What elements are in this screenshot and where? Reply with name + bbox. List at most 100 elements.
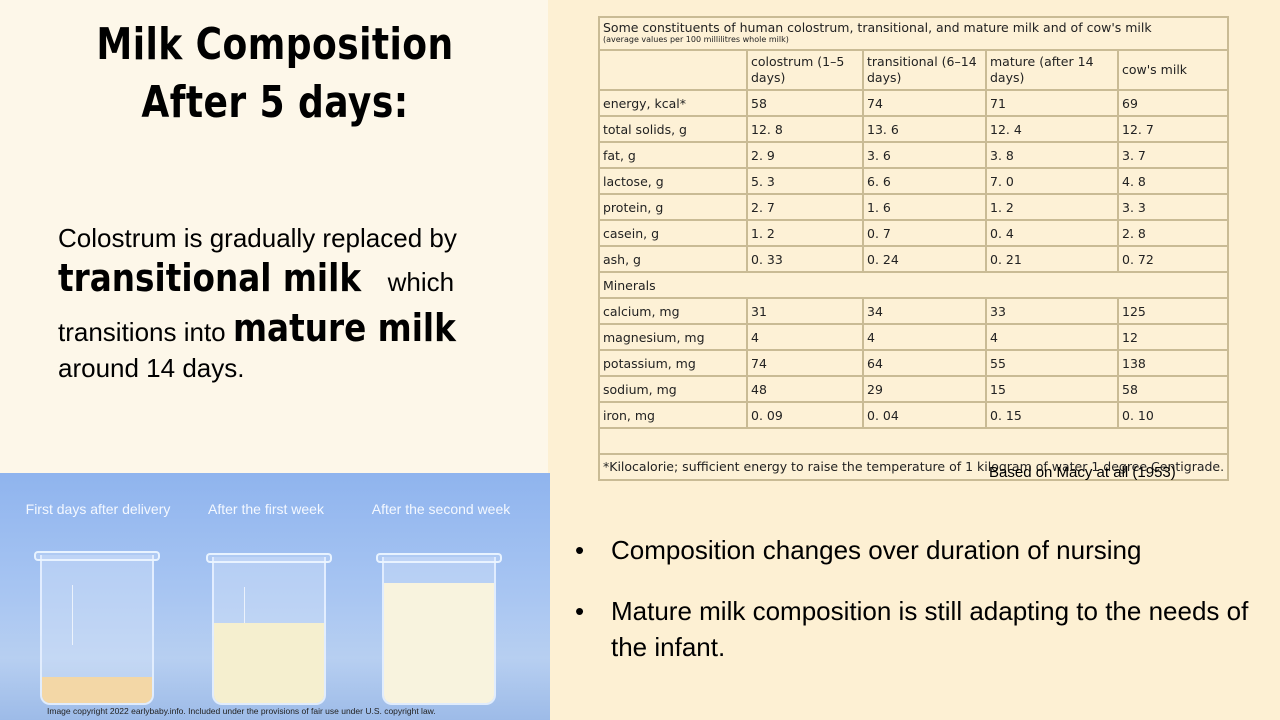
beaker-rim — [34, 551, 160, 561]
table-cell: 4 — [746, 323, 864, 351]
table-cell: 58 — [1116, 375, 1230, 403]
table-cell: 58 — [746, 89, 864, 117]
table-cell: 2. 9 — [746, 141, 864, 169]
beaker-mature — [376, 553, 502, 705]
beaker-rim — [206, 553, 332, 563]
caption-first-days: First days after delivery — [25, 501, 171, 517]
table-cell: 29 — [862, 375, 987, 403]
table-cell: 0. 72 — [1116, 245, 1230, 273]
table-source: Based on Macy at all (1953) — [989, 464, 1176, 481]
row-label: ash, g — [598, 245, 748, 273]
bullet-dot-icon: • — [575, 596, 585, 626]
table-cell: 0. 4 — [985, 219, 1119, 247]
table-cell: 0. 04 — [862, 401, 987, 429]
row-label: total solids, g — [598, 115, 748, 143]
body-part-4: around 14 days. — [58, 353, 245, 383]
table-cell: 74 — [862, 89, 987, 117]
column-header: cow's milk — [1116, 49, 1230, 91]
table-cell: 2. 7 — [746, 193, 864, 221]
row-label: fat, g — [598, 141, 748, 169]
table-cell: 33 — [985, 297, 1119, 325]
table-caption-row: Some constituents of human colostrum, tr… — [597, 16, 1230, 51]
beaker-graduation — [244, 587, 271, 647]
table-cell: 64 — [862, 349, 987, 377]
body-part-2: which — [387, 267, 455, 297]
table-row: casein, g 1. 2 0. 7 0. 4 2. 8 — [598, 219, 1230, 247]
table-cell: 0. 33 — [746, 245, 864, 273]
beaker-transitional — [206, 553, 332, 705]
term-transitional-milk: transitional milk — [58, 256, 362, 300]
column-header: mature (after 14 days) — [985, 49, 1119, 91]
table-footnote-row: *Kilocalorie; sufficient energy to raise… — [597, 453, 1230, 481]
table-header-row: colostrum (1–5 days) transitional (6–14 … — [598, 49, 1230, 91]
table-cell: 3. 8 — [985, 141, 1119, 169]
table-cell: 4 — [985, 323, 1119, 351]
body-line-2: transitional milk which — [58, 256, 538, 300]
table-cell: 12. 7 — [1116, 115, 1230, 143]
bullet-text: Composition changes over duration of nur… — [611, 535, 1142, 565]
row-label: energy, kcal* — [598, 89, 748, 117]
bullet-text: Mature milk composition is still adaptin… — [611, 596, 1249, 662]
table-cell: 3. 3 — [1116, 193, 1230, 221]
table-cell: 0. 24 — [862, 245, 987, 273]
table-cell: 12. 4 — [985, 115, 1119, 143]
term-mature-milk: mature milk — [232, 306, 456, 350]
table-cell: 4 — [862, 323, 987, 351]
header-empty-cell — [598, 49, 748, 91]
table-caption-cell: Some constituents of human colostrum, tr… — [597, 16, 1230, 51]
table-row: energy, kcal* 58 74 71 69 — [598, 89, 1230, 117]
table-caption: Some constituents of human colostrum, tr… — [603, 20, 1152, 35]
row-label: magnesium, mg — [598, 323, 748, 351]
table-cell: 31 — [746, 297, 864, 325]
table-cell: 0. 10 — [1116, 401, 1230, 429]
table-cell: 3. 6 — [862, 141, 987, 169]
table-row: calcium, mg 31 34 33 125 — [598, 297, 1230, 325]
table-cell: 12 — [1116, 323, 1230, 351]
table-cell: 13. 6 — [862, 115, 987, 143]
table-cell: 138 — [1116, 349, 1230, 377]
beaker-graduation — [72, 585, 99, 645]
milk-beakers-photo: First days after delivery After the firs… — [0, 473, 550, 720]
table-cell: 74 — [746, 349, 864, 377]
spacer-cell — [597, 427, 1230, 455]
body-line-3: transitions into mature milk — [58, 306, 538, 350]
table-section-row: Minerals — [597, 271, 1230, 299]
table-cell: 1. 2 — [985, 193, 1119, 221]
table-cell: 5. 3 — [746, 167, 864, 195]
table-cell: 7. 0 — [985, 167, 1119, 195]
table-cell: 0. 09 — [746, 401, 864, 429]
table-cell: 15 — [985, 375, 1119, 403]
table-row: lactose, g 5. 3 6. 6 7. 0 4. 8 — [598, 167, 1230, 195]
section-minerals: Minerals — [597, 271, 1230, 299]
table-row: iron, mg 0. 09 0. 04 0. 15 0. 10 — [598, 401, 1230, 429]
table-spacer-row — [597, 427, 1230, 455]
table-cell: 12. 8 — [746, 115, 864, 143]
row-label: casein, g — [598, 219, 748, 247]
table-cell: 71 — [985, 89, 1119, 117]
table-cell: 4. 8 — [1116, 167, 1230, 195]
bullet-list: • Composition changes over duration of n… — [575, 532, 1255, 690]
column-header: transitional (6–14 days) — [862, 49, 987, 91]
table-cell: 125 — [1116, 297, 1230, 325]
table-cell: 34 — [862, 297, 987, 325]
row-label: potassium, mg — [598, 349, 748, 377]
row-label: protein, g — [598, 193, 748, 221]
table-cell: 3. 7 — [1116, 141, 1230, 169]
table-cell: 1. 6 — [862, 193, 987, 221]
title-line-1: Milk Composition — [96, 19, 454, 70]
table-row: ash, g 0. 33 0. 24 0. 21 0. 72 — [598, 245, 1230, 273]
row-label: sodium, mg — [598, 375, 748, 403]
image-copyright: Image copyright 2022 earlybaby.info. Inc… — [47, 706, 436, 716]
table-cell: 2. 8 — [1116, 219, 1230, 247]
table-footnote: *Kilocalorie; sufficient energy to raise… — [597, 453, 1230, 481]
body-part-1: Colostrum is gradually replaced by — [58, 223, 457, 253]
beaker-rim — [376, 553, 502, 563]
table-cell: 55 — [985, 349, 1119, 377]
row-label: calcium, mg — [598, 297, 748, 325]
milk-transitional — [214, 623, 324, 703]
caption-first-week: After the first week — [208, 501, 324, 517]
table-row: magnesium, mg 4 4 4 12 — [598, 323, 1230, 351]
milk-mature — [384, 583, 494, 703]
bullet-dot-icon: • — [575, 535, 585, 565]
milk-colostrum — [42, 677, 152, 703]
